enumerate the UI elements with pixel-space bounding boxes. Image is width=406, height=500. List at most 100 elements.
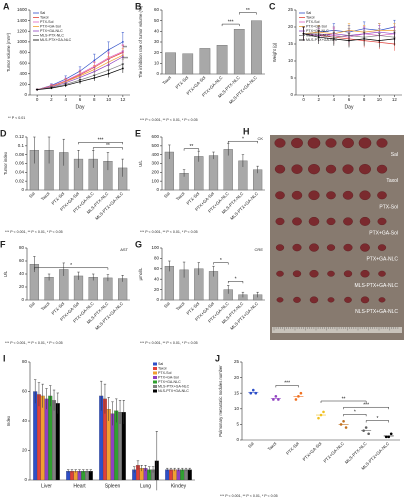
x-tick-label: PTX-Sol bbox=[174, 75, 189, 90]
tumor bbox=[291, 137, 303, 149]
bar bbox=[208, 155, 219, 191]
y-axis-label: Index bbox=[6, 415, 11, 426]
bar bbox=[168, 469, 173, 481]
tumor bbox=[344, 296, 352, 303]
x-tick-label: PTX-Sol bbox=[285, 441, 300, 456]
legend-swatch bbox=[153, 385, 157, 388]
tumor bbox=[291, 190, 303, 200]
legend-label: MLS-PTX-NLC bbox=[306, 33, 330, 37]
panel-letter: F bbox=[0, 239, 6, 249]
bar bbox=[33, 391, 38, 481]
legend-label: PTX+GA-NLC bbox=[306, 29, 329, 33]
point bbox=[348, 39, 350, 42]
tumor bbox=[377, 191, 387, 200]
tumor bbox=[292, 270, 302, 278]
panel-letter: G bbox=[135, 239, 142, 249]
tumor bbox=[276, 270, 284, 277]
sig-label: *** bbox=[363, 403, 369, 409]
bar bbox=[182, 53, 194, 75]
bar bbox=[88, 277, 98, 301]
point bbox=[332, 38, 335, 40]
sig-bracket bbox=[320, 400, 367, 403]
y-tick-label: 100 bbox=[151, 178, 159, 183]
y-tick-label: 1000 bbox=[17, 39, 28, 44]
bar bbox=[165, 52, 176, 75]
panel-letter: J bbox=[215, 353, 220, 363]
tumor bbox=[325, 138, 337, 148]
x-tick-label: Sal bbox=[28, 191, 36, 199]
y-tick-label: 5 bbox=[236, 422, 239, 427]
y-tick-label: 0.08 bbox=[15, 152, 24, 157]
y-tick-label: 800 bbox=[19, 50, 27, 55]
sig-bracket bbox=[34, 267, 109, 270]
y-tick-label: 0 bbox=[156, 297, 159, 302]
x-tick-label: MLS-PTX-NLC bbox=[344, 441, 368, 465]
y-tick-label: 5 bbox=[290, 75, 293, 80]
sig-label: * bbox=[242, 137, 244, 143]
sig-bracket bbox=[343, 406, 389, 410]
legend-label: Taxol bbox=[158, 366, 167, 370]
y-tick-label: 600 bbox=[151, 134, 159, 139]
x-tick-label: 12 bbox=[392, 97, 398, 102]
point bbox=[274, 395, 278, 398]
tumor bbox=[360, 243, 370, 252]
sig-label: *** bbox=[122, 57, 128, 63]
footnote: ** P < 0.01 bbox=[8, 116, 25, 120]
tumor bbox=[360, 296, 370, 304]
sig-bracket bbox=[227, 281, 244, 284]
row-label: PTX-Sol bbox=[379, 204, 398, 210]
tumor bbox=[309, 296, 319, 304]
legend-swatch bbox=[153, 389, 157, 393]
y-tick-label: 0 bbox=[24, 92, 27, 97]
bar bbox=[172, 469, 177, 481]
legend-swatch bbox=[153, 376, 157, 379]
x-tick-label: 10 bbox=[106, 97, 112, 102]
x-tick-label: Spleen bbox=[105, 483, 121, 489]
x-tick-label: Sal bbox=[28, 301, 36, 309]
tumor bbox=[309, 243, 319, 252]
x-tick-label: MLS-PTX+GA-NLC bbox=[229, 301, 259, 331]
y-tick-label: 25 bbox=[234, 359, 240, 364]
row-label: NLS-PTX+GA-NLC bbox=[355, 309, 398, 315]
y-tick-label: 60 bbox=[154, 7, 160, 12]
point bbox=[251, 388, 255, 392]
point bbox=[317, 416, 320, 420]
point bbox=[93, 59, 96, 62]
sig-label: * bbox=[235, 277, 237, 283]
point bbox=[364, 426, 368, 429]
sig-bracket bbox=[343, 414, 367, 417]
y-tick-label: 15 bbox=[234, 390, 240, 395]
bar bbox=[216, 45, 228, 75]
y-tick-label: 1200 bbox=[17, 28, 28, 33]
y-tick-label: 1600 bbox=[17, 7, 28, 12]
point bbox=[299, 391, 303, 395]
x-tick-label: 4 bbox=[64, 97, 67, 102]
x-tick-label: 8 bbox=[93, 97, 96, 102]
panel-letter: H bbox=[243, 126, 250, 136]
tumor bbox=[275, 191, 285, 200]
x-tick-label: 2 bbox=[50, 97, 53, 102]
x-tick-label: 8 bbox=[363, 97, 366, 102]
y-tick-label: 0.12 bbox=[15, 134, 24, 139]
sig-label: *** bbox=[284, 381, 290, 387]
legend-swatch bbox=[153, 367, 157, 370]
y-tick-label: 40 bbox=[154, 29, 160, 34]
y-tick-label: 0 bbox=[21, 187, 24, 192]
row-label: PTX+GA-Sol bbox=[369, 231, 398, 237]
y-tick-label: 0.1 bbox=[18, 143, 25, 148]
y-tick-label: 30 bbox=[154, 39, 160, 44]
y-tick-label: 10 bbox=[288, 58, 294, 63]
y-tick-label: 20 bbox=[154, 287, 160, 292]
point bbox=[107, 72, 110, 75]
y-tick-label: 1400 bbox=[17, 18, 28, 23]
x-tick-label: Sal bbox=[163, 191, 171, 199]
sig-bracket bbox=[183, 148, 200, 151]
y-tick-label: 20 bbox=[234, 375, 240, 380]
sig-bracket bbox=[78, 142, 123, 145]
y-axis-label: μmol/L bbox=[138, 267, 143, 280]
y-tick-label: 50 bbox=[154, 18, 160, 23]
y-tick-label: 600 bbox=[19, 60, 27, 65]
y-tick-label: 400 bbox=[151, 152, 159, 157]
bar bbox=[187, 469, 192, 481]
